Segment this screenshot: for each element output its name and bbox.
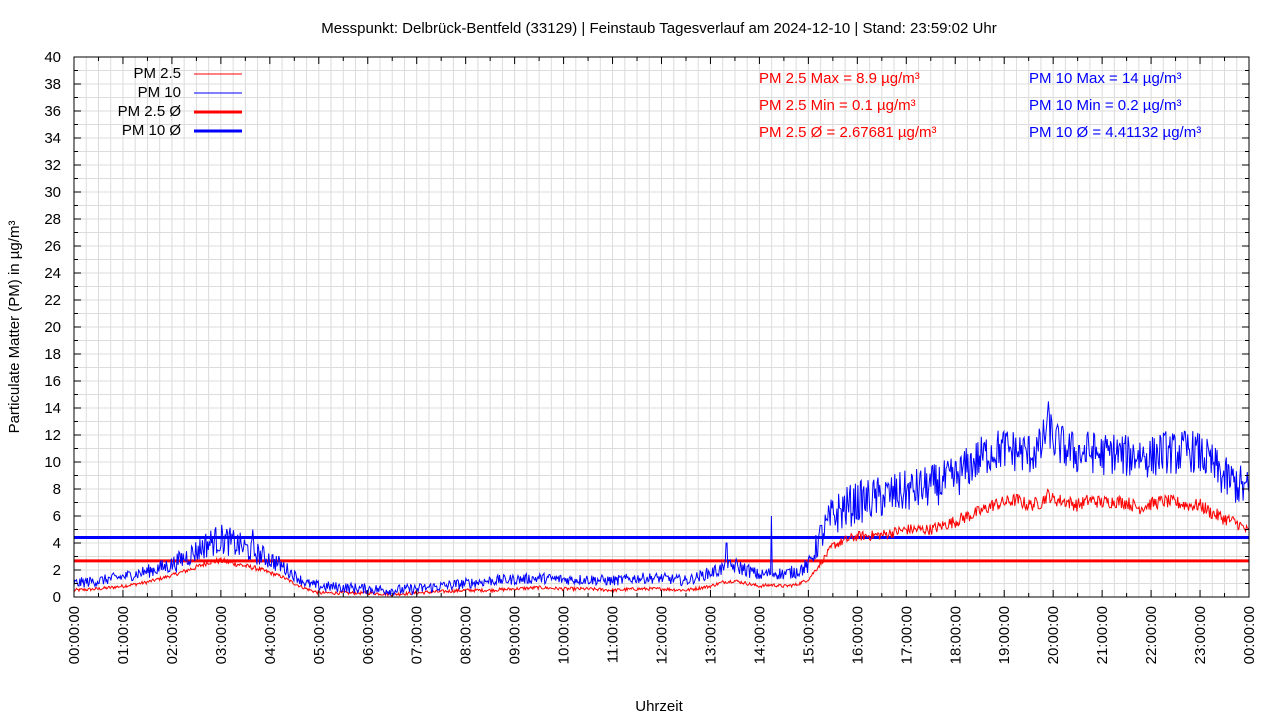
y-tick-label: 32 [44, 157, 61, 174]
y-tick-label: 4 [53, 535, 61, 552]
pm10-stat: PM 10 Min = 0.2 µg/m³ [1029, 97, 1181, 114]
y-tick-label: 26 [44, 238, 61, 255]
y-tick-label: 2 [53, 562, 61, 579]
pm10-stat: PM 10 Ø = 4.41132 µg/m³ [1029, 124, 1201, 141]
y-tick-label: 30 [44, 184, 61, 201]
x-tick-label: 23:00:00 [1192, 606, 1209, 664]
x-tick-labels: 00:00:00 01:00:00 02:00:00 03:00:00 04:00:00… [66, 606, 1258, 664]
average-lines [74, 535, 1249, 563]
legend: PM 2.5 PM 10 PM 2.5 Ø PM 10 Ø [118, 65, 242, 139]
y-tick-label: 0 [53, 589, 61, 606]
legend-label: PM 2.5 Ø [118, 103, 182, 120]
x-tick-label: 21:00:00 [1094, 606, 1111, 664]
x-tick-label: 02:00:00 [164, 606, 181, 664]
y-tick-label: 40 [44, 49, 61, 66]
x-tick-label: 22:00:00 [1143, 606, 1160, 664]
x-tick-label: 08:00:00 [458, 606, 475, 664]
x-tick-label: 10:00:00 [556, 606, 573, 664]
y-tick-label: 22 [44, 292, 61, 309]
y-tick-label: 10 [44, 454, 61, 471]
pm10-series-line [73, 401, 1250, 596]
y-tick-label: 34 [44, 130, 61, 147]
y-tick-label: 20 [44, 319, 61, 336]
y-axis-label: Particulate Matter (PM) in µg/m³ [6, 221, 23, 434]
x-tick-label: 06:00:00 [360, 606, 377, 664]
pm10-stat: PM 10 Max = 14 µg/m³ [1029, 70, 1181, 87]
x-tick-label: 19:00:00 [996, 606, 1013, 664]
x-tick-label: 05:00:00 [311, 606, 328, 664]
x-tick-label: 11:00:00 [605, 606, 622, 663]
x-tick-label: 16:00:00 [849, 606, 866, 664]
y-tick-label: 12 [44, 427, 61, 444]
legend-label: PM 10 [138, 84, 181, 101]
y-tick-label: 36 [44, 103, 61, 120]
stats-annotations: PM 2.5 Max = 8.9 µg/m³ PM 2.5 Min = 0.1 µ… [759, 70, 1201, 141]
x-tick-label: 20:00:00 [1045, 606, 1062, 664]
x-tick-label: 18:00:00 [947, 606, 964, 664]
axis-ticks [73, 56, 1250, 598]
y-tick-label: 38 [44, 76, 61, 93]
x-tick-label: 04:00:00 [262, 606, 279, 664]
pm25-stat: PM 2.5 Min = 0.1 µg/m³ [759, 97, 916, 114]
x-tick-label: 00:00:00 [66, 606, 83, 664]
x-tick-label: 09:00:00 [507, 606, 524, 664]
x-axis-label: Uhrzeit [635, 698, 683, 715]
x-tick-label: 12:00:00 [654, 606, 671, 664]
y-tick-label: 6 [53, 508, 61, 525]
legend-label: PM 10 Ø [122, 122, 182, 139]
y-tick-label: 24 [44, 265, 61, 282]
y-tick-label: 14 [44, 400, 61, 417]
x-tick-label: 00:00:00 [1241, 606, 1258, 664]
y-tick-label: 16 [44, 373, 61, 390]
x-tick-label: 17:00:00 [898, 606, 915, 664]
y-tick-label: 18 [44, 346, 61, 363]
x-tick-label: 03:00:00 [213, 606, 230, 664]
x-tick-label: 15:00:00 [800, 606, 817, 664]
pm25-stat: PM 2.5 Ø = 2.67681 µg/m³ [759, 124, 936, 141]
x-tick-label: 13:00:00 [702, 606, 719, 664]
y-tick-label: 8 [53, 481, 61, 498]
pm25-stat: PM 2.5 Max = 8.9 µg/m³ [759, 70, 920, 87]
chart-title: Messpunkt: Delbrück-Bentfeld (33129) | F… [321, 20, 996, 37]
legend-label: PM 2.5 [133, 65, 181, 82]
x-tick-label: 01:00:00 [115, 606, 132, 664]
x-tick-label: 07:00:00 [409, 606, 426, 664]
y-tick-label: 28 [44, 211, 61, 228]
x-tick-label: 14:00:00 [751, 606, 768, 664]
